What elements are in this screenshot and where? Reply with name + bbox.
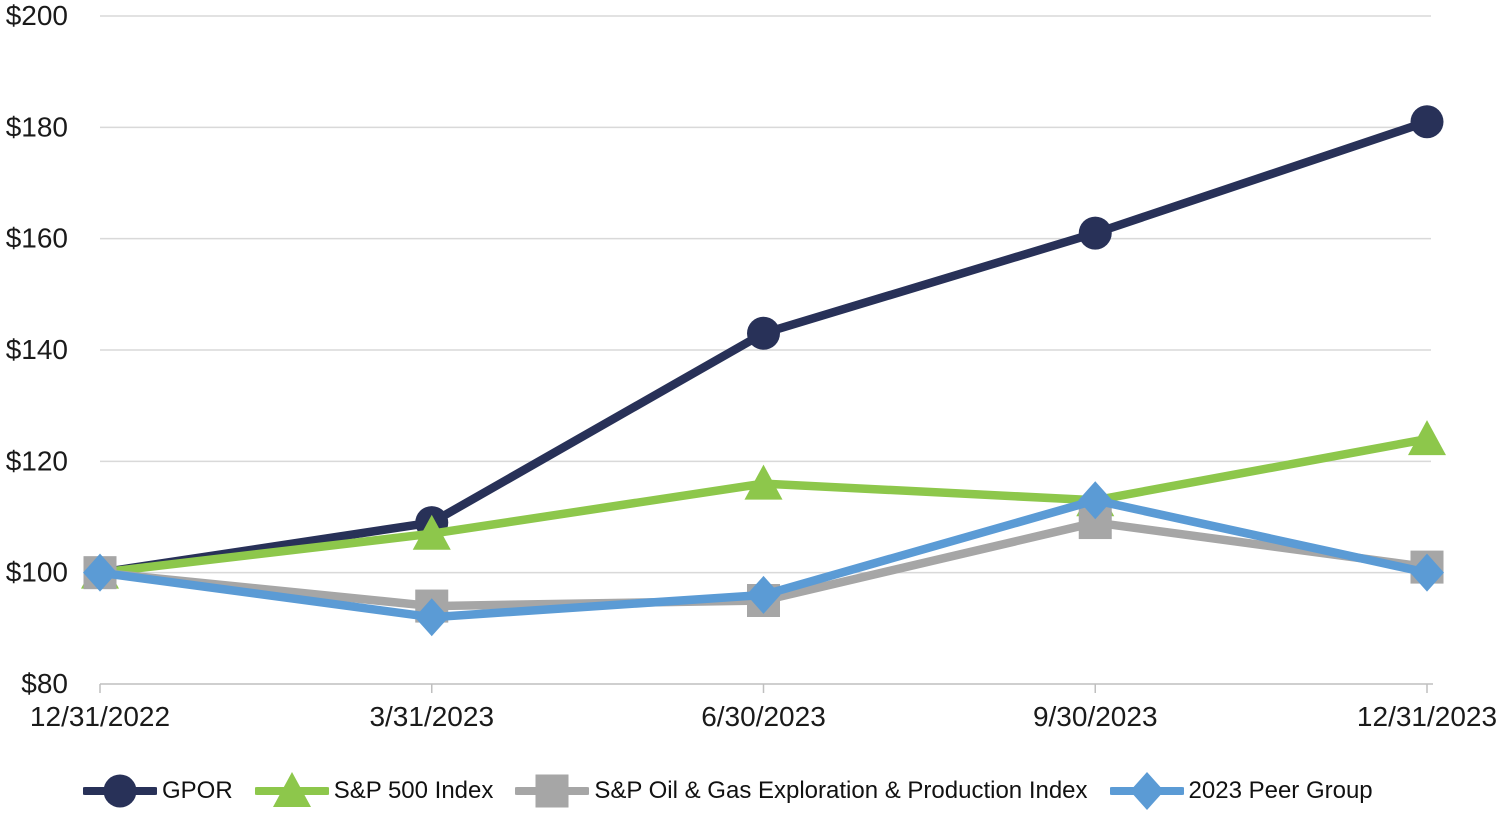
legend-item-gpor: GPOR [83, 770, 233, 812]
y-axis-label: $180 [6, 111, 68, 142]
y-axis-label: $140 [6, 334, 68, 365]
data-point-2023-peer-group-1 [414, 598, 449, 637]
y-axis-label: $120 [6, 445, 68, 476]
legend-swatch-marker [103, 774, 137, 808]
data-point-gpor-4 [1410, 105, 1444, 139]
legend-marker-peer-group-diamond-icon [1109, 772, 1184, 810]
data-point-2023-peer-group-2 [746, 575, 781, 614]
legend-label-sp-oil-gas: S&P Oil & Gas Exploration & Production I… [594, 777, 1088, 804]
data-point-s-p-500-index-4 [1408, 420, 1446, 456]
series-line-s-p-500-index [95, 434, 1432, 577]
y-axis-label: $200 [6, 0, 68, 31]
data-point-s-p-500-index-1 [412, 514, 451, 550]
legend-marker-sp500-triangle-icon [254, 772, 329, 807]
legend-label-sp500: S&P 500 Index [333, 777, 494, 804]
legend-swatch-marker [272, 772, 311, 807]
x-axis-label: 9/30/2023 [1033, 701, 1158, 732]
line-chart-plot-area: $80 $100 $120 $140 $160 $180 $200 12/31/2022 3/3… [6, 0, 1497, 732]
legend-item-peer-group: 2023 Peer Group [1109, 770, 1373, 812]
data-point-2023-peer-group-0 [83, 553, 117, 592]
data-point-gpor-2 [747, 316, 780, 350]
legend-item-sp500: S&P 500 Index [254, 770, 494, 812]
x-axis-label: 12/31/2022 [30, 701, 170, 732]
x-axis-label: 3/31/2023 [369, 701, 494, 732]
legend-label-peer-group: 2023 Peer Group [1188, 777, 1373, 804]
legend-swatch-marker [1129, 772, 1164, 810]
data-point-2023-peer-group-4 [1410, 553, 1444, 592]
x-axis-label: 6/30/2023 [701, 701, 826, 732]
x-axis-label: 12/31/2023 [1357, 701, 1497, 732]
y-axis-label: $80 [21, 668, 68, 699]
legend-marker-gpor-circle-icon [83, 774, 157, 808]
data-point-2023-peer-group-3 [1078, 481, 1113, 520]
data-point-gpor-3 [1078, 216, 1112, 250]
legend-label-gpor: GPOR [162, 777, 233, 804]
data-point-s-p-500-index-2 [744, 464, 783, 500]
legend-item-sp-oil-gas: S&P Oil & Gas Exploration & Production I… [515, 770, 1088, 812]
legend-marker-oil-gas-square-icon [515, 774, 590, 808]
y-axis-label: $100 [6, 557, 68, 588]
y-axis-label: $160 [6, 223, 68, 254]
chart-legend: GPOR S&P 500 Index S&P Oil & Gas Explora… [83, 770, 1373, 812]
legend-swatch-marker [535, 774, 569, 808]
